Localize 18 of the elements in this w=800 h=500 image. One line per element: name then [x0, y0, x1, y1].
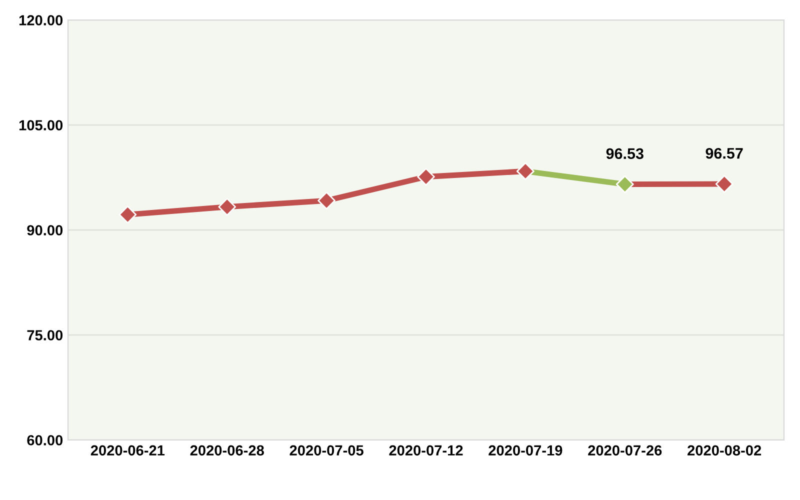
x-tick-label: 2020-07-19: [488, 445, 562, 456]
x-tick-label: 2020-07-05: [290, 445, 364, 456]
point: [417, 168, 435, 186]
x-tick-label: 2020-08-02: [688, 445, 762, 456]
x-tick-label: 2020-06-28: [190, 445, 264, 456]
y-tick-label: 60.00: [27, 435, 63, 446]
y-tick-label: 90.00: [27, 225, 63, 236]
y-tick-label: 120.00: [19, 15, 63, 26]
x-tick-label: 2020-07-26: [588, 445, 662, 456]
data-label: 96.53: [606, 148, 644, 160]
point: [118, 206, 137, 224]
y-tick-label: 105.00: [19, 120, 63, 130]
data-label: 96.57: [706, 148, 743, 159]
point: [218, 198, 236, 216]
point: [318, 192, 336, 210]
x-tick-label: 2020-07-12: [389, 445, 463, 456]
y-tick-label: 75.00: [27, 330, 63, 340]
x-tick-label: 2020-06-21: [90, 445, 165, 456]
